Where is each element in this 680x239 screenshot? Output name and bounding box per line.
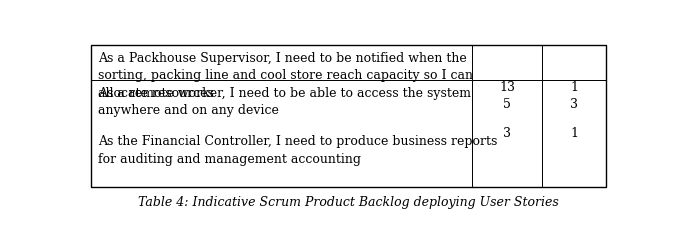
Text: Table 4: Indicative Scrum Product Backlog deploying User Stories: Table 4: Indicative Scrum Product Backlo… (138, 196, 559, 209)
Text: As the Financial Controller, I need to produce business reports
for auditing and: As the Financial Controller, I need to p… (98, 136, 498, 166)
Text: 1: 1 (570, 81, 578, 94)
Text: 3: 3 (570, 98, 578, 111)
Bar (543, 45, 606, 129)
Text: As a Packhouse Supervisor, I need to be notified when the
sorting, packing line : As a Packhouse Supervisor, I need to be … (98, 52, 473, 100)
Text: 1: 1 (570, 127, 578, 140)
Bar (473, 45, 543, 129)
Bar (91, 80, 473, 187)
Text: 3: 3 (503, 127, 511, 140)
Bar (91, 80, 473, 129)
Bar (91, 45, 473, 129)
Bar (543, 80, 606, 187)
Text: As a remote worker, I need to be able to access the system
anywhere and on any d: As a remote worker, I need to be able to… (98, 87, 471, 117)
Bar (91, 45, 606, 187)
Text: 5: 5 (503, 98, 511, 111)
Bar (543, 80, 606, 129)
Text: 13: 13 (499, 81, 515, 94)
Bar (473, 80, 543, 129)
Bar (473, 80, 543, 187)
